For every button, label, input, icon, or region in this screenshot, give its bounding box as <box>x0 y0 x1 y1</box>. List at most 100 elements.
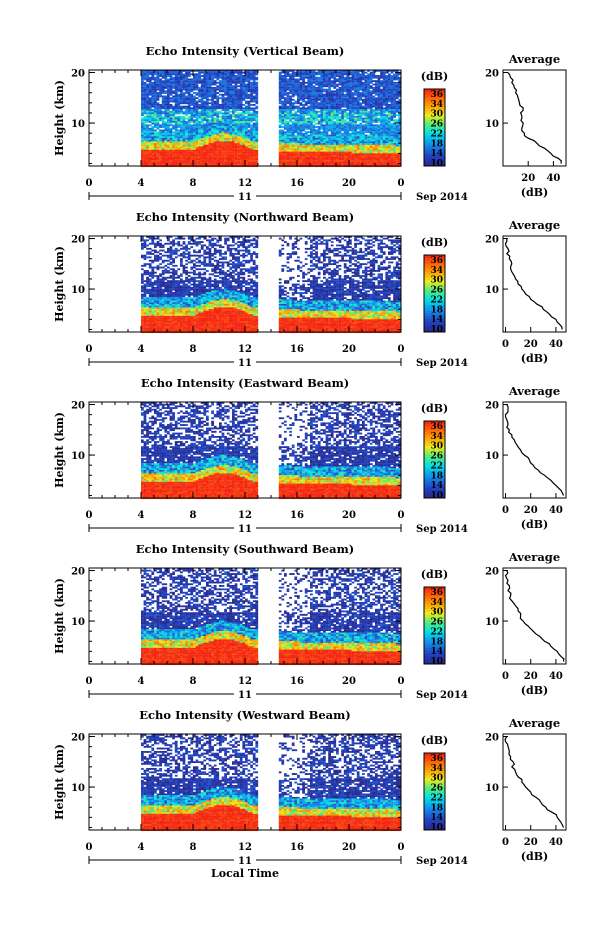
colorbar-label: (dB) <box>421 70 448 83</box>
x-tick-label: 8 <box>190 178 197 189</box>
average-x-label: (dB) <box>521 684 548 697</box>
colorbar-tick-label: 34 <box>430 764 443 774</box>
average-x-tick-label: 20 <box>524 837 538 848</box>
colorbar-tick-label: 10 <box>430 325 443 335</box>
x-tick-label: 12 <box>238 344 252 355</box>
x-tick-label: 20 <box>342 344 356 355</box>
colorbar-tick-label: 34 <box>430 598 443 608</box>
average-x-label: (dB) <box>521 518 548 531</box>
x-tick-label: 4 <box>138 178 145 189</box>
colorbar-label: (dB) <box>421 402 448 415</box>
average-profile-line <box>508 73 561 164</box>
month-label: Sep 2014 <box>416 524 468 535</box>
x-tick-label: 0 <box>86 842 93 853</box>
average-x-tick-label: 20 <box>524 671 538 682</box>
average-y-tick-label: 20 <box>485 69 499 80</box>
x-tick-label: 16 <box>290 344 304 355</box>
y-axis-label: Height (km) <box>53 246 66 322</box>
y-tick-label: 10 <box>71 783 85 794</box>
colorbar-tick-label: 14 <box>430 481 443 491</box>
x-tick-label: 4 <box>138 676 145 687</box>
colorbar-tick-label: 26 <box>430 452 443 462</box>
colorbar-tick-label: 18 <box>430 139 443 149</box>
colorbar-label: (dB) <box>421 568 448 581</box>
x-tick-label: 12 <box>238 842 252 853</box>
x-tick-label: 4 <box>138 344 145 355</box>
month-label: Sep 2014 <box>416 192 468 203</box>
colorbar-tick-label: 34 <box>430 100 443 110</box>
average-x-tick-label: 40 <box>549 505 563 516</box>
x-tick-label: 0 <box>86 344 93 355</box>
colorbar-tick-label: 22 <box>430 793 443 803</box>
panel-title: Echo Intensity (Westward Beam) <box>139 708 350 722</box>
x-tick-label: 12 <box>238 510 252 521</box>
panel-5: Echo Intensity (Westward Beam) 20 10 Height… <box>53 708 566 880</box>
colorbar-tick-label: 26 <box>430 784 443 794</box>
x-tick-label: 4 <box>138 510 145 521</box>
x-tick-label: 20 <box>342 676 356 687</box>
average-x-tick-label: 40 <box>549 837 563 848</box>
average-x-tick-label: 20 <box>521 173 535 184</box>
average-x-tick-label: 40 <box>549 339 563 350</box>
average-y-tick-label: 10 <box>485 119 499 130</box>
x-tick-label: 12 <box>238 178 252 189</box>
colorbar-tick-label: 36 <box>430 90 443 100</box>
panel-title: Echo Intensity (Northward Beam) <box>136 210 354 224</box>
average-y-tick-label: 10 <box>485 617 499 628</box>
y-tick-label: 10 <box>71 285 85 296</box>
y-axis-label: Height (km) <box>53 80 66 156</box>
average-y-tick-label: 20 <box>485 733 499 744</box>
colorbar-tick-label: 22 <box>430 129 443 139</box>
colorbar-tick-label: 34 <box>430 266 443 276</box>
average-profile-line <box>506 405 564 496</box>
colorbar-label: (dB) <box>421 236 448 249</box>
colorbar-label: (dB) <box>421 734 448 747</box>
x-tick-label: 0 <box>86 178 93 189</box>
colorbar-tick-label: 30 <box>430 276 443 286</box>
colorbar-tick-label: 36 <box>430 256 443 266</box>
average-x-tick-label: 40 <box>546 173 560 184</box>
x-tick-label: 0 <box>86 676 93 687</box>
colorbar-tick-label: 14 <box>430 813 443 823</box>
y-axis-label: Height (km) <box>53 578 66 654</box>
colorbar-tick-label: 22 <box>430 295 443 305</box>
y-tick-label: 20 <box>71 401 85 412</box>
average-profile-line <box>506 239 563 330</box>
date-label: 11 <box>238 358 252 369</box>
x-tick-label: 20 <box>342 842 356 853</box>
x-tick-label: 20 <box>342 510 356 521</box>
average-y-tick-label: 20 <box>485 567 499 578</box>
date-label: 11 <box>238 690 252 701</box>
x-tick-label: 8 <box>190 842 197 853</box>
panel-1: Echo Intensity (Vertical Beam)2010Height… <box>53 44 566 203</box>
x-tick-label: 12 <box>238 676 252 687</box>
x-tick-label: 0 <box>398 676 405 687</box>
colorbar-tick-label: 34 <box>430 432 443 442</box>
colorbar-tick-label: 10 <box>430 657 443 667</box>
colorbar-tick-label: 30 <box>430 608 443 618</box>
average-y-tick-label: 10 <box>485 451 499 462</box>
colorbar-tick-label: 30 <box>430 110 443 120</box>
average-x-label: (dB) <box>521 186 548 199</box>
average-y-tick-label: 20 <box>485 401 499 412</box>
colorbar-tick-label: 18 <box>430 637 443 647</box>
y-axis-label: Height (km) <box>53 744 66 820</box>
colorbar-tick-label: 22 <box>430 461 443 471</box>
average-title: Average <box>508 550 560 564</box>
colorbar-tick-label: 18 <box>430 803 443 813</box>
x-tick-label: 8 <box>190 510 197 521</box>
heatmap-cells <box>141 568 401 665</box>
x-tick-label: 0 <box>398 510 405 521</box>
x-tick-label: 0 <box>398 178 405 189</box>
x-tick-label: 16 <box>290 842 304 853</box>
colorbar-tick-label: 26 <box>430 286 443 296</box>
colorbar-tick-label: 26 <box>430 120 443 130</box>
x-tick-label: 8 <box>190 344 197 355</box>
colorbar-tick-label: 10 <box>430 823 443 833</box>
average-y-tick-label: 10 <box>485 285 499 296</box>
average-title: Average <box>508 716 560 730</box>
x-tick-label: 16 <box>290 676 304 687</box>
average-y-tick-label: 10 <box>485 783 499 794</box>
colorbar-tick-label: 30 <box>430 442 443 452</box>
average-x-tick-label: 0 <box>502 837 509 848</box>
